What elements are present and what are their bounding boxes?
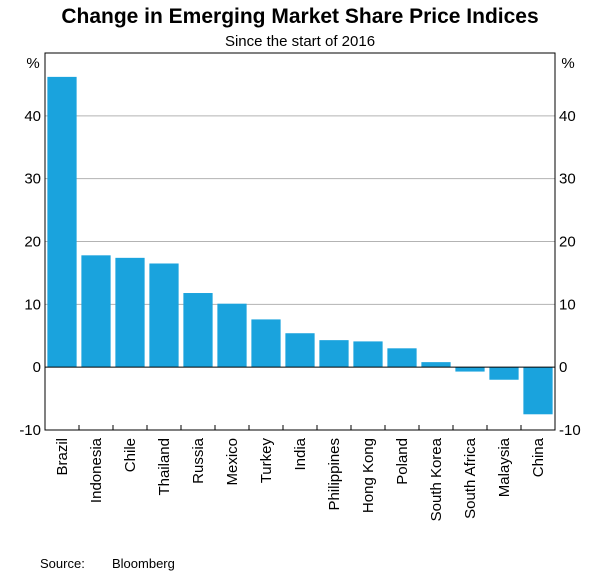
bar-china: [523, 367, 553, 415]
x-category-label: China: [530, 437, 547, 477]
x-category-label: Indonesia: [88, 437, 105, 503]
y-axis-right: -10 0 10 20 30 40: [559, 108, 581, 439]
x-category-label: Chile: [122, 438, 139, 472]
y-tick-label-left: 0: [33, 359, 41, 376]
x-category-label: Turkey: [258, 438, 275, 484]
bar-brazil: [47, 76, 77, 368]
x-category-label: Hong Kong: [360, 438, 377, 513]
y-axis-left: -10 0 10 20 30 40: [19, 108, 41, 439]
y-tick-label-right: 10: [559, 296, 576, 313]
bar-malaysia: [489, 367, 519, 380]
bar-russia: [183, 293, 213, 368]
x-category-label: Russia: [190, 437, 207, 484]
y-unit-right: %: [561, 55, 574, 72]
x-category-label: Poland: [394, 438, 411, 485]
bar-chile: [115, 257, 145, 368]
x-category-label: South Korea: [428, 437, 445, 521]
y-tick-label-right: 40: [559, 108, 576, 125]
bar-south-africa: [455, 367, 485, 372]
bar-philippines: [319, 340, 349, 368]
bar-thailand: [149, 263, 179, 368]
x-category-label: Malaysia: [496, 437, 513, 497]
y-tick-label-left: 40: [24, 108, 41, 125]
x-category-label: Brazil: [54, 438, 71, 476]
y-tick-label-right: 0: [559, 359, 567, 376]
chart-title: Change in Emerging Market Share Price In…: [61, 5, 538, 28]
y-unit-left: %: [26, 55, 39, 72]
y-tick-label-left: 10: [24, 296, 41, 313]
tick-marks: [78, 425, 522, 430]
y-tick-label-left: 20: [24, 234, 41, 251]
bar-south-korea: [421, 362, 451, 368]
x-category-label: India: [292, 437, 309, 470]
bar-indonesia: [81, 255, 111, 368]
y-tick-label-right: -10: [559, 422, 581, 439]
source-label: Source:: [40, 556, 85, 571]
bar-hong-kong: [353, 341, 383, 368]
source-value: Bloomberg: [112, 556, 175, 571]
y-tick-label-right: 20: [559, 234, 576, 251]
x-category-label: Mexico: [224, 438, 241, 486]
bar-mexico: [217, 303, 247, 368]
y-tick-label-left: 30: [24, 171, 41, 188]
x-category-label: South Africa: [462, 437, 479, 519]
plot-frame: [44, 52, 556, 431]
bar-series: [47, 76, 553, 415]
chart-subtitle: Since the start of 2016: [225, 33, 375, 50]
y-tick-label-left: -10: [19, 422, 41, 439]
x-category-label: Philippines: [326, 438, 343, 511]
bar-poland: [387, 348, 417, 368]
bar-turkey: [251, 319, 281, 368]
x-category-label: Thailand: [156, 438, 173, 496]
y-tick-label-right: 30: [559, 171, 576, 188]
bar-india: [285, 333, 315, 368]
x-axis-labels: Brazil Indonesia Chile Thailand Russia Mexico…: [54, 437, 547, 521]
